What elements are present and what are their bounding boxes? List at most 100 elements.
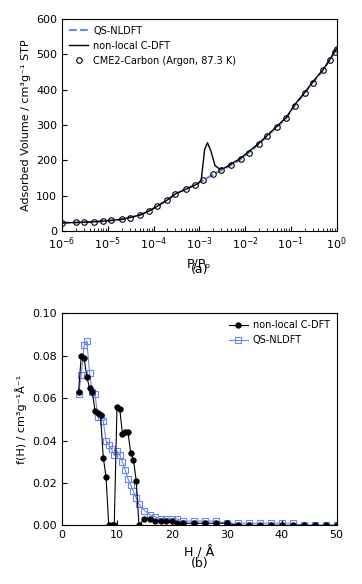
Line: non-local C-DFT: non-local C-DFT	[62, 48, 337, 223]
QS-NLDFT	[170, 516, 174, 523]
QS-NLDFT	[112, 452, 117, 459]
non-local C-DFT	[334, 522, 339, 529]
non-local C-DFT	[334, 45, 339, 52]
Text: (b): (b)	[190, 557, 208, 570]
non-local C-DFT	[131, 456, 136, 463]
CME2-Carbon (Argon, 87.3 K)	[303, 90, 307, 97]
non-local C-DFT	[225, 520, 229, 527]
non-local C-DFT	[120, 430, 125, 437]
non-local C-DFT	[98, 412, 103, 419]
QS-NLDFT	[229, 161, 233, 168]
QS-NLDFT	[134, 494, 138, 501]
non-local C-DFT	[106, 522, 111, 529]
non-local C-DFT	[173, 190, 178, 197]
non-local C-DFT	[109, 217, 114, 224]
non-local C-DFT	[327, 57, 332, 64]
CME2-Carbon (Argon, 87.3 K)	[184, 186, 188, 193]
Line: QS-NLDFT: QS-NLDFT	[75, 338, 340, 529]
CME2-Carbon (Argon, 87.3 K)	[265, 133, 269, 140]
CME2-Carbon (Argon, 87.3 K)	[147, 207, 151, 214]
Line: CME2-Carbon (Argon, 87.3 K): CME2-Carbon (Argon, 87.3 K)	[59, 46, 340, 225]
QS-NLDFT	[257, 141, 261, 148]
non-local C-DFT	[258, 522, 262, 529]
non-local C-DFT	[205, 139, 210, 146]
non-local C-DFT	[303, 89, 307, 96]
CME2-Carbon (Argon, 87.3 K)	[74, 219, 78, 226]
QS-NLDFT	[87, 369, 92, 376]
QS-NLDFT	[159, 516, 163, 523]
non-local C-DFT	[312, 522, 317, 529]
CME2-Carbon (Argon, 87.3 K)	[284, 114, 289, 121]
CME2-Carbon (Argon, 87.3 K)	[165, 196, 169, 203]
non-local C-DFT	[247, 522, 251, 529]
non-local C-DFT	[74, 219, 78, 226]
Line: non-local C-DFT: non-local C-DFT	[76, 353, 340, 528]
QS-NLDFT	[101, 218, 106, 225]
non-local C-DFT	[147, 207, 151, 214]
QS-NLDFT	[137, 500, 141, 507]
CME2-Carbon (Argon, 87.3 K)	[193, 182, 197, 189]
QS-NLDFT	[153, 513, 157, 520]
QS-NLDFT	[175, 516, 180, 523]
Y-axis label: Adsorbed Volume / cm³g⁻¹ STP: Adsorbed Volume / cm³g⁻¹ STP	[21, 39, 30, 211]
QS-NLDFT	[247, 520, 251, 527]
CME2-Carbon (Argon, 87.3 K)	[211, 171, 215, 178]
non-local C-DFT	[275, 123, 279, 130]
non-local C-DFT	[202, 146, 207, 153]
QS-NLDFT	[311, 79, 315, 86]
non-local C-DFT	[60, 220, 64, 227]
non-local C-DFT	[239, 155, 243, 162]
non-local C-DFT	[82, 354, 86, 361]
non-local C-DFT	[265, 132, 269, 139]
non-local C-DFT	[142, 516, 147, 523]
QS-NLDFT	[303, 90, 307, 97]
CME2-Carbon (Argon, 87.3 K)	[127, 214, 132, 221]
CME2-Carbon (Argon, 87.3 K)	[334, 45, 339, 52]
QS-NLDFT	[119, 216, 124, 223]
CME2-Carbon (Argon, 87.3 K)	[332, 48, 337, 55]
non-local C-DFT	[269, 522, 273, 529]
CME2-Carbon (Argon, 87.3 K)	[247, 149, 251, 156]
non-local C-DFT	[137, 522, 141, 529]
CME2-Carbon (Argon, 87.3 K)	[60, 220, 64, 227]
QS-NLDFT	[115, 448, 119, 455]
QS-NLDFT	[225, 520, 229, 527]
Legend: QS-NLDFT, non-local C-DFT, CME2-Carbon (Argon, 87.3 K): QS-NLDFT, non-local C-DFT, CME2-Carbon (…	[67, 24, 238, 68]
non-local C-DFT	[209, 148, 213, 155]
non-local C-DFT	[96, 409, 100, 416]
non-local C-DFT	[153, 517, 157, 524]
non-local C-DFT	[213, 162, 217, 169]
CME2-Carbon (Argon, 87.3 K)	[229, 161, 233, 168]
QS-NLDFT	[193, 182, 197, 189]
QS-NLDFT	[92, 218, 96, 225]
non-local C-DFT	[109, 522, 114, 529]
QS-NLDFT	[60, 220, 64, 227]
QS-NLDFT	[269, 520, 273, 527]
non-local C-DFT	[104, 473, 108, 480]
QS-NLDFT	[147, 207, 151, 214]
non-local C-DFT	[311, 78, 315, 85]
non-local C-DFT	[236, 522, 240, 529]
QS-NLDFT	[123, 467, 127, 474]
non-local C-DFT	[92, 218, 96, 225]
non-local C-DFT	[321, 67, 325, 74]
CME2-Carbon (Argon, 87.3 K)	[173, 190, 178, 197]
QS-NLDFT	[138, 211, 142, 218]
non-local C-DFT	[257, 140, 261, 147]
QS-NLDFT	[74, 219, 78, 226]
non-local C-DFT	[279, 522, 284, 529]
QS-NLDFT	[148, 511, 152, 518]
non-local C-DFT	[292, 102, 297, 109]
QS-NLDFT	[201, 177, 205, 184]
X-axis label: H / Å: H / Å	[184, 546, 215, 559]
CME2-Carbon (Argon, 87.3 K)	[201, 177, 205, 184]
QS-NLDFT	[82, 218, 86, 225]
non-local C-DFT	[79, 352, 84, 359]
QS-NLDFT	[284, 114, 289, 121]
CME2-Carbon (Argon, 87.3 K)	[321, 67, 325, 74]
non-local C-DFT	[324, 522, 328, 529]
non-local C-DFT	[93, 408, 97, 415]
CME2-Carbon (Argon, 87.3 K)	[257, 141, 261, 148]
QS-NLDFT	[118, 452, 122, 459]
non-local C-DFT	[175, 520, 180, 527]
